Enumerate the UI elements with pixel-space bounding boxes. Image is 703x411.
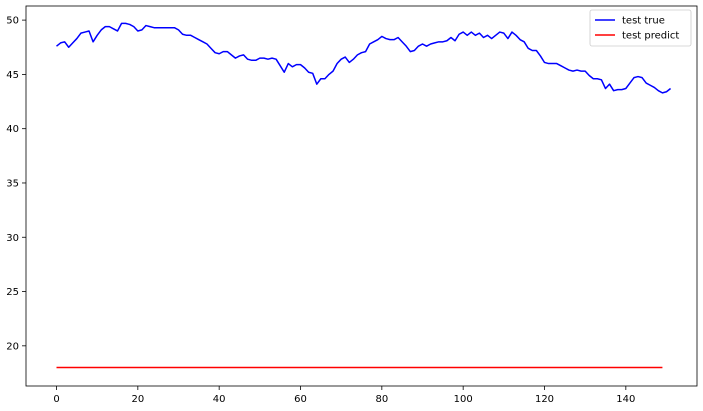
y-tick-label: 50 (6, 16, 19, 27)
legend: test true test predict (589, 9, 692, 47)
legend-label-test-true: test true (622, 16, 665, 27)
y-tick-label: 20 (6, 341, 19, 352)
legend-label-test-predict: test predict (622, 31, 679, 42)
x-tick-label: 60 (294, 394, 307, 405)
series-lines (56, 22, 672, 369)
y-tick-label: 35 (6, 178, 19, 189)
x-tick-label: 100 (454, 394, 473, 405)
series-line-test-true (56, 22, 672, 94)
y-tick-label: 45 (6, 70, 19, 81)
y-tick-label: 30 (6, 233, 19, 244)
x-tick-label: 80 (375, 394, 388, 405)
x-tick-label: 140 (616, 394, 635, 405)
y-tick-label: 40 (6, 124, 19, 135)
x-tick-label: 0 (53, 394, 59, 405)
legend-box (589, 9, 692, 47)
x-tick-label: 20 (131, 394, 144, 405)
x-tick-label: 40 (213, 394, 226, 405)
plot-area-frame (25, 5, 698, 387)
y-tick-label: 25 (6, 287, 19, 298)
y-axis: 20 25 30 35 40 45 50 (6, 16, 26, 352)
x-axis: 0 20 40 60 80 100 120 140 (53, 386, 635, 405)
x-tick-label: 120 (535, 394, 554, 405)
